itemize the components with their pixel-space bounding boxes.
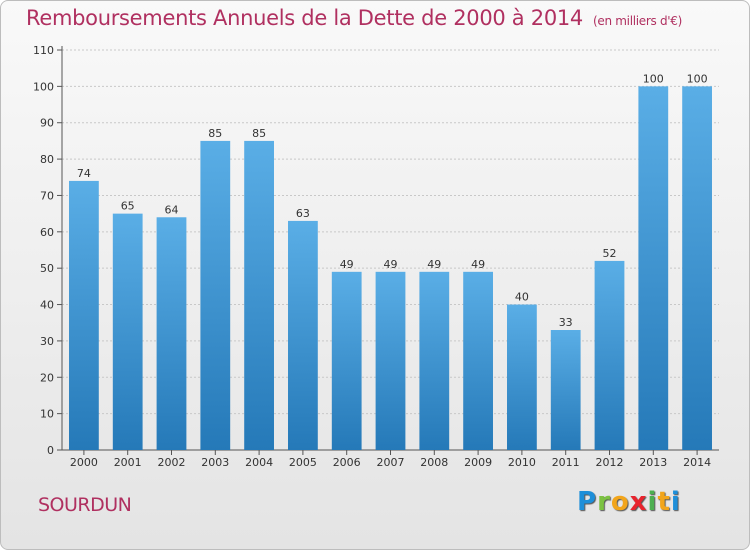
chart-title: Remboursements Annuels de la Dette de 20…: [26, 6, 682, 30]
title-text: Remboursements Annuels de la Dette de 20…: [26, 6, 583, 30]
y-tick-label: 0: [47, 444, 54, 457]
bar-2009: [463, 271, 493, 450]
value-label: 52: [603, 247, 617, 260]
value-label: 64: [165, 203, 179, 216]
x-tick-label: 2007: [377, 456, 405, 469]
x-tick-label: 2013: [639, 456, 667, 469]
bar-2001: [112, 213, 143, 450]
bar-2007: [375, 271, 406, 450]
commune-name: SOURDUN: [38, 494, 132, 516]
logo-letter: t: [657, 487, 671, 517]
x-tick-label: 2014: [683, 456, 711, 469]
bar-2005: [288, 220, 318, 450]
value-label: 85: [208, 127, 222, 140]
x-tick-label: 2000: [70, 456, 98, 469]
logo-letter: x: [629, 487, 648, 517]
logo-letter: i: [670, 487, 681, 517]
logo-letter: P: [577, 487, 598, 517]
y-tick-label: 100: [33, 80, 54, 93]
x-tick-label: 2005: [289, 456, 317, 469]
bar-2011: [550, 330, 581, 450]
value-label: 100: [687, 72, 708, 85]
x-tick-label: 2001: [114, 456, 142, 469]
value-label: 49: [471, 258, 485, 271]
x-tick-label: 2002: [158, 456, 186, 469]
y-tick-label: 40: [40, 299, 54, 312]
bar-2006: [331, 271, 362, 450]
value-label: 65: [121, 200, 135, 213]
x-tick-label: 2010: [508, 456, 536, 469]
bar-2000: [69, 180, 99, 450]
bar-2008: [419, 271, 450, 450]
bar-2014: [682, 86, 712, 450]
value-label: 49: [384, 258, 398, 271]
x-tick-label: 2008: [420, 456, 448, 469]
bar-2013: [638, 86, 669, 450]
x-tick-label: 2011: [552, 456, 580, 469]
x-tick-label: 2003: [201, 456, 229, 469]
value-label: 100: [643, 72, 664, 85]
y-tick-label: 110: [33, 44, 54, 57]
value-label: 74: [77, 167, 91, 180]
x-tick-label: 2009: [464, 456, 492, 469]
value-label: 85: [252, 127, 266, 140]
y-tick-label: 70: [40, 189, 54, 202]
bar-2012: [594, 260, 625, 450]
bar-2004: [244, 140, 274, 450]
logo-letter: o: [610, 487, 630, 517]
value-label: 63: [296, 207, 310, 220]
value-label: 49: [427, 258, 441, 271]
bar-2002: [156, 217, 187, 450]
x-tick-label: 2012: [596, 456, 624, 469]
y-tick-label: 20: [40, 371, 54, 384]
y-tick-label: 60: [40, 226, 54, 239]
value-label: 49: [340, 258, 354, 271]
value-label: 33: [559, 316, 573, 329]
bar-2003: [200, 140, 231, 450]
unit-label: (en milliers d'€): [593, 14, 683, 28]
bar-2010: [507, 304, 537, 450]
proxiti-logo: Proxiti: [577, 487, 681, 517]
y-tick-label: 30: [40, 335, 54, 348]
logo-letter: r: [597, 487, 611, 517]
x-tick-label: 2006: [333, 456, 361, 469]
x-tick-label: 2004: [245, 456, 273, 469]
logo-letter: i: [647, 487, 658, 517]
y-tick-label: 10: [40, 408, 54, 421]
y-tick-label: 50: [40, 262, 54, 275]
y-tick-label: 90: [40, 117, 54, 130]
y-tick-label: 80: [40, 153, 54, 166]
value-label: 40: [515, 291, 529, 304]
